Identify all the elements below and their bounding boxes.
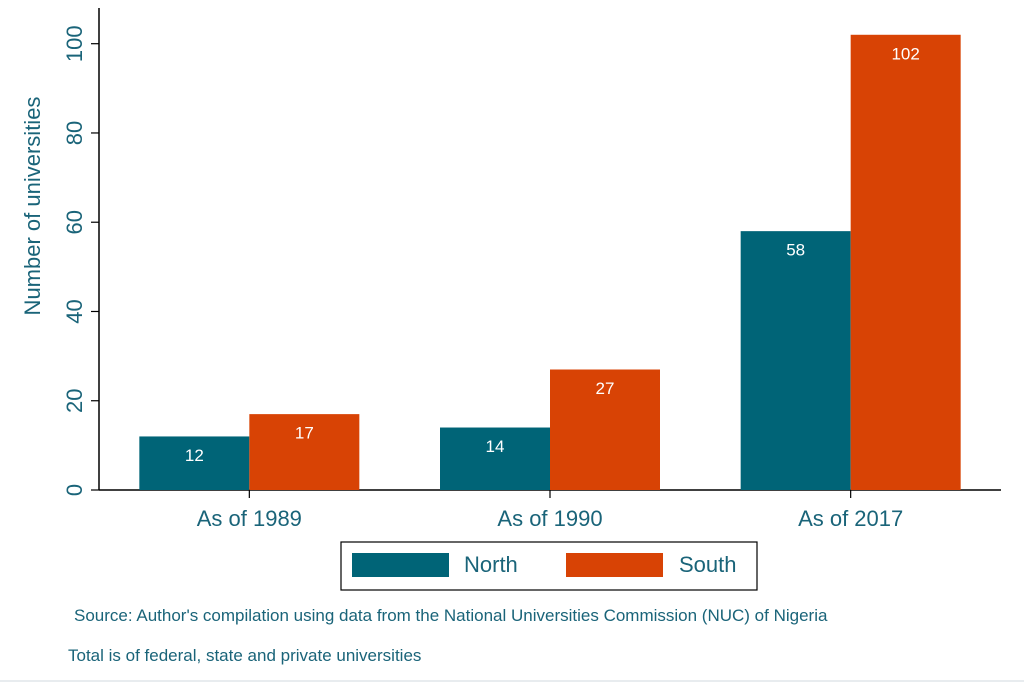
bar-south-1 [550, 369, 660, 490]
legend-label-north: North [464, 552, 518, 577]
bar-value-label: 58 [786, 241, 805, 260]
bar-value-label: 14 [486, 437, 505, 456]
category-label: As of 1990 [497, 506, 602, 531]
legend-swatch-south [566, 553, 663, 577]
bar-value-label: 12 [185, 446, 204, 465]
category-labels: As of 1989 As of 1990 As of 2017 [197, 490, 903, 531]
y-tick-label: 20 [62, 388, 87, 412]
bar-north-1 [440, 427, 550, 490]
y-tick-label: 0 [62, 484, 87, 496]
y-axis-title: Number of universities [20, 97, 45, 316]
total-note: Total is of federal, state and private u… [68, 646, 422, 665]
legend-swatch-north [352, 553, 449, 577]
divider [0, 680, 1024, 682]
bar-north-2 [740, 231, 851, 491]
y-tick-label: 40 [62, 299, 87, 323]
category-label: As of 1989 [197, 506, 302, 531]
y-tick-label: 60 [62, 210, 87, 234]
bar-south-0 [249, 414, 360, 490]
category-label: As of 2017 [798, 506, 903, 531]
y-tick-label: 100 [62, 25, 87, 62]
bar-value-label: 17 [295, 424, 314, 443]
bar-north-0 [139, 436, 250, 490]
y-tick-label: 80 [62, 121, 87, 145]
legend: North South [340, 541, 758, 591]
bar-value-label: 27 [596, 379, 615, 398]
bars-group: 12 17 14 27 58 102 [139, 34, 961, 491]
legend-label-south: South [679, 552, 737, 577]
source-note: Source: Author's compilation using data … [74, 606, 828, 625]
bar-value-label: 102 [891, 44, 919, 63]
bar-south-2 [850, 34, 961, 491]
